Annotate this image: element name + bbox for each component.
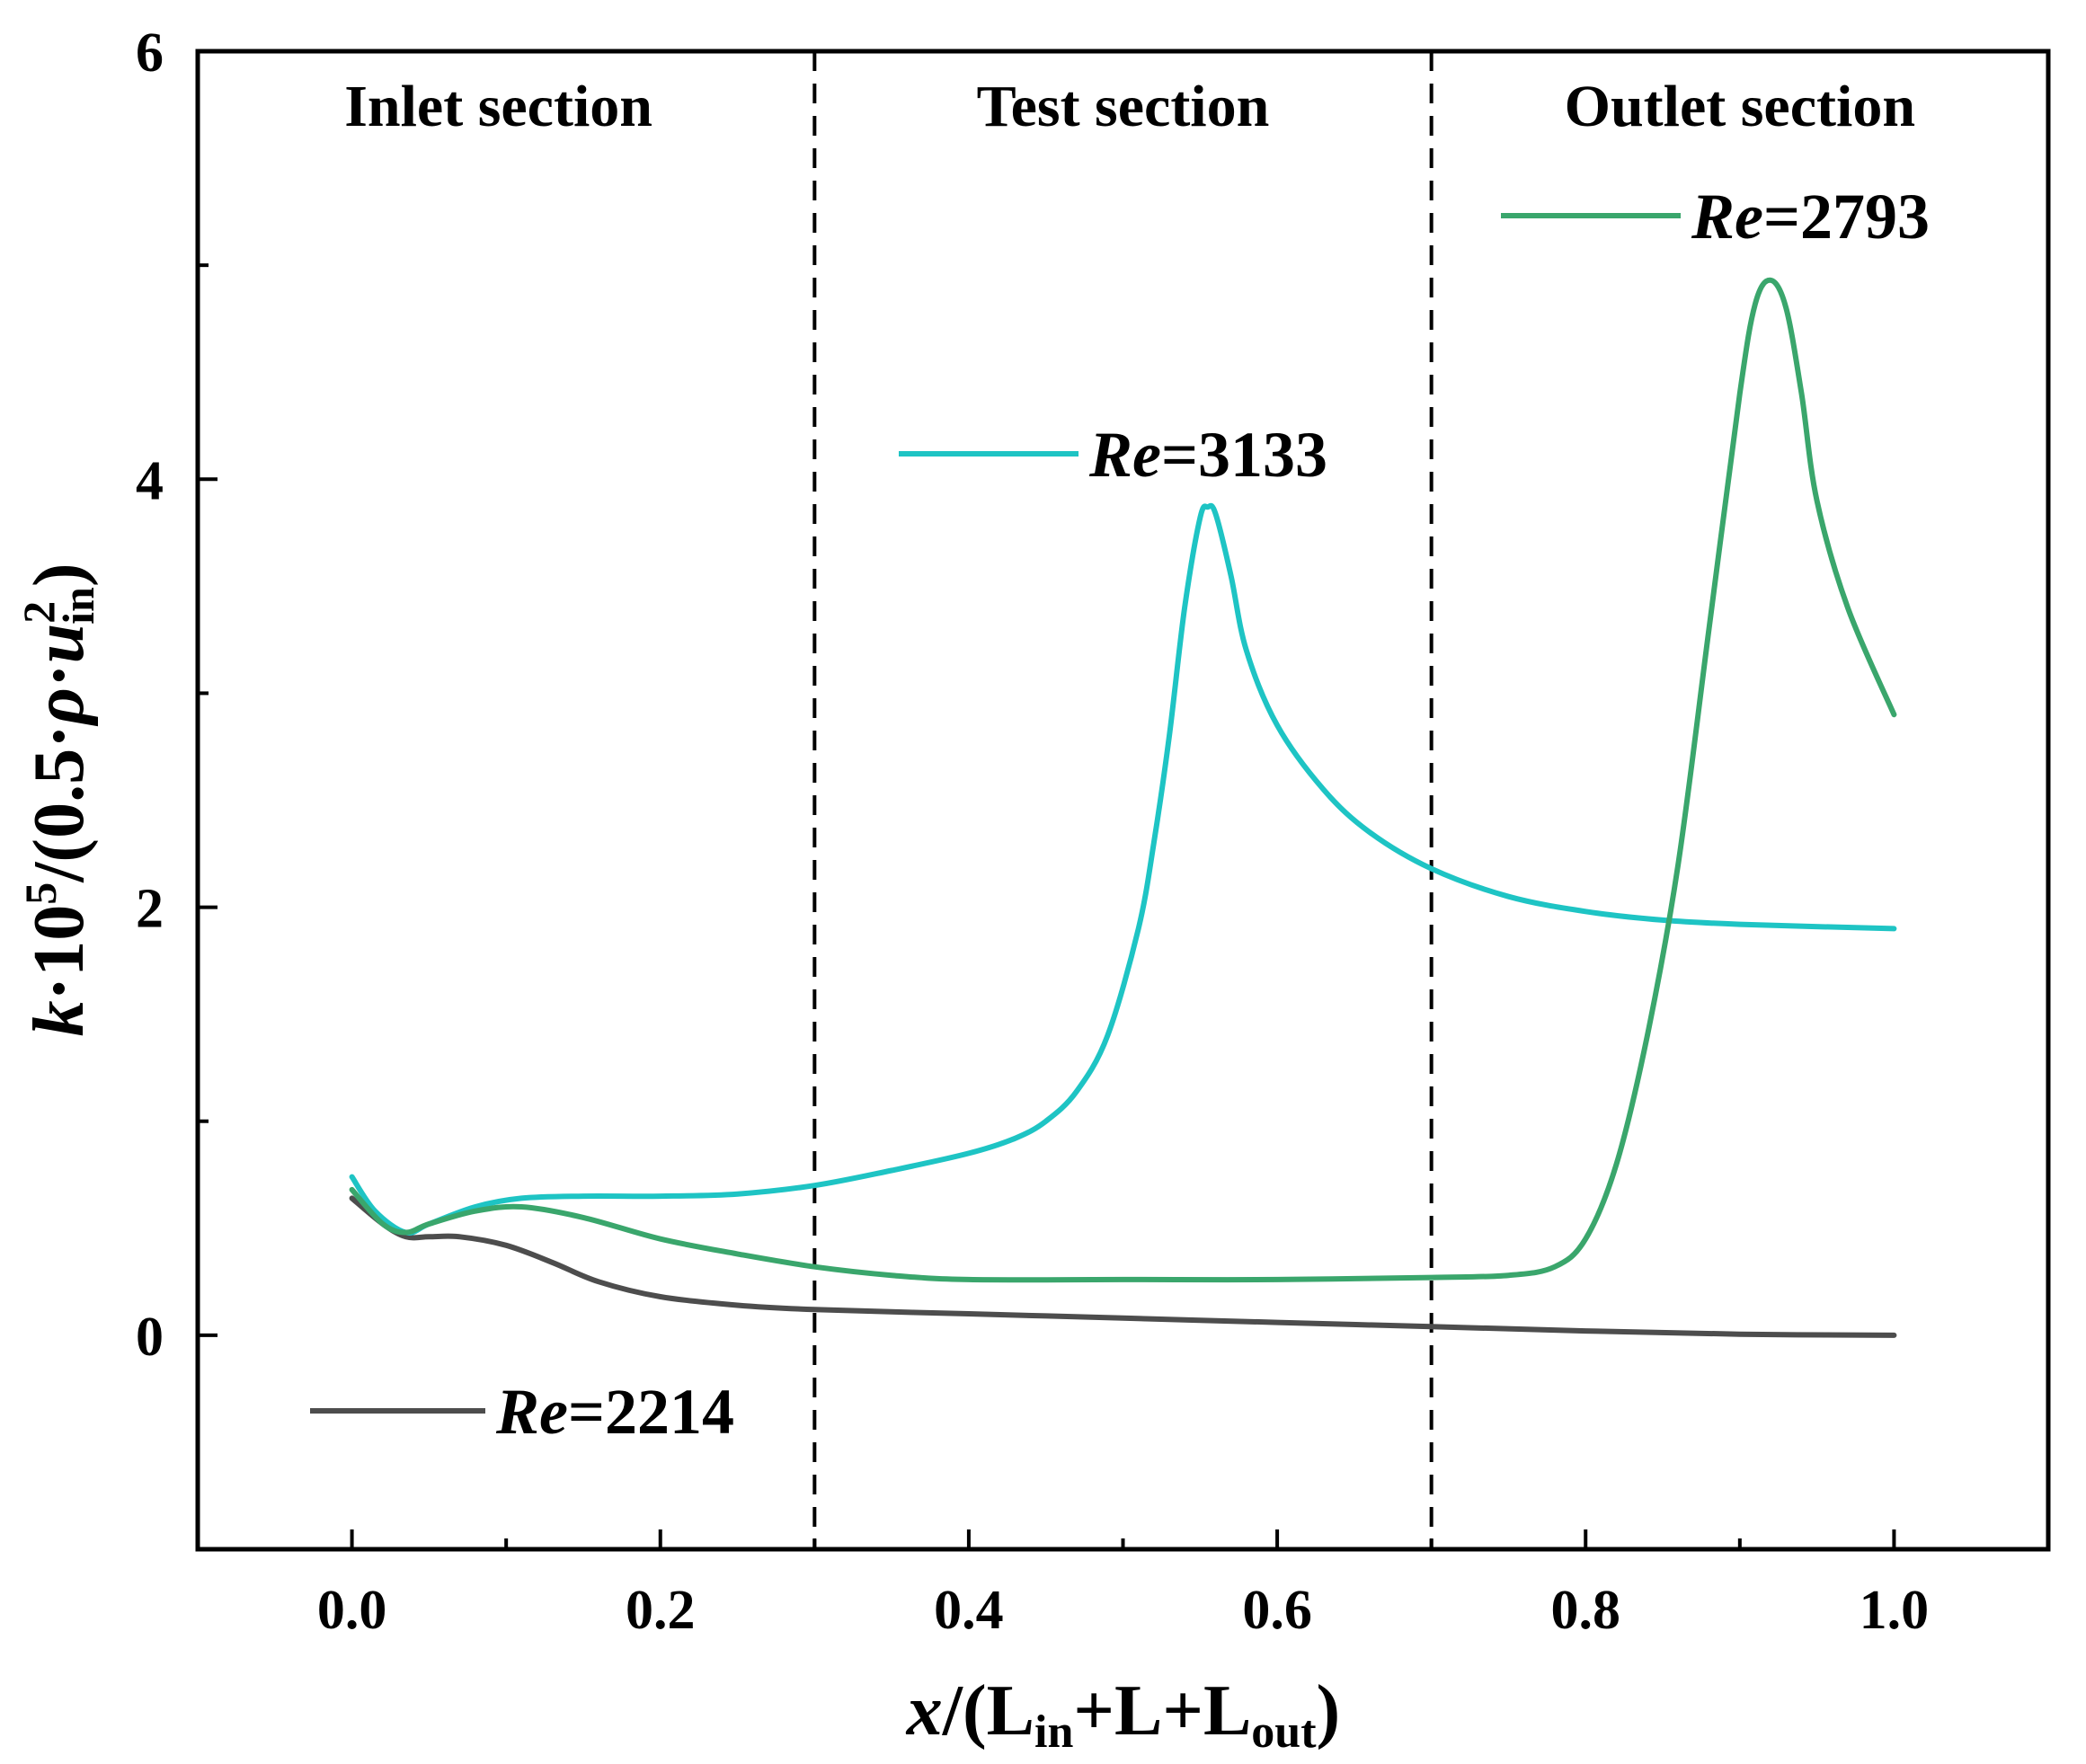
y-tick-label: 6 (136, 22, 164, 84)
legend-label: Re=2214 (495, 1376, 734, 1448)
x-tick-label: 0.2 (626, 1580, 696, 1641)
series-line-re-2214 (349, 1195, 1897, 1338)
series-group (349, 277, 1897, 1338)
legend-label: Re=2793 (1691, 181, 1930, 253)
x-tick-label: 0.6 (1242, 1580, 1312, 1641)
series-line-re-2793 (349, 277, 1897, 1283)
plot-frame (195, 49, 2051, 1552)
y-tick-label: 4 (136, 450, 164, 511)
x-tick-label: 0.8 (1551, 1580, 1621, 1641)
legend-group: Re=2214 Re=3133 Re=2793 (310, 181, 1930, 1448)
x-tick-label: 0.4 (934, 1580, 1004, 1641)
section-labels: Inlet section Test section Outlet section (344, 74, 1915, 139)
section-dividers (812, 51, 1434, 1549)
x-tick-label: 1.0 (1860, 1580, 1930, 1641)
x-axis-title: x/(Lin+L+Lout) (906, 1671, 1340, 1758)
y-tick-label: 2 (136, 879, 164, 940)
legend-item: Re=3133 (899, 419, 1327, 491)
legend-label: Re=3133 (1088, 419, 1327, 491)
section-label: Test section (977, 74, 1270, 139)
x-tick-label: 0.0 (317, 1580, 387, 1641)
legend-item: Re=2793 (1501, 181, 1930, 253)
section-label: Outlet section (1565, 74, 1915, 139)
series-line-re-3133 (349, 502, 1897, 1236)
section-label: Inlet section (344, 74, 652, 139)
y-tick-label: 0 (136, 1307, 164, 1368)
legend-item: Re=2214 (310, 1376, 734, 1448)
axis-ticks: 0.0 0.2 0.4 0.6 0.8 1.0 0 2 4 6 (136, 22, 2050, 1641)
y-axis-title: k·105/(0.5·ρ·u2in) (13, 563, 103, 1037)
